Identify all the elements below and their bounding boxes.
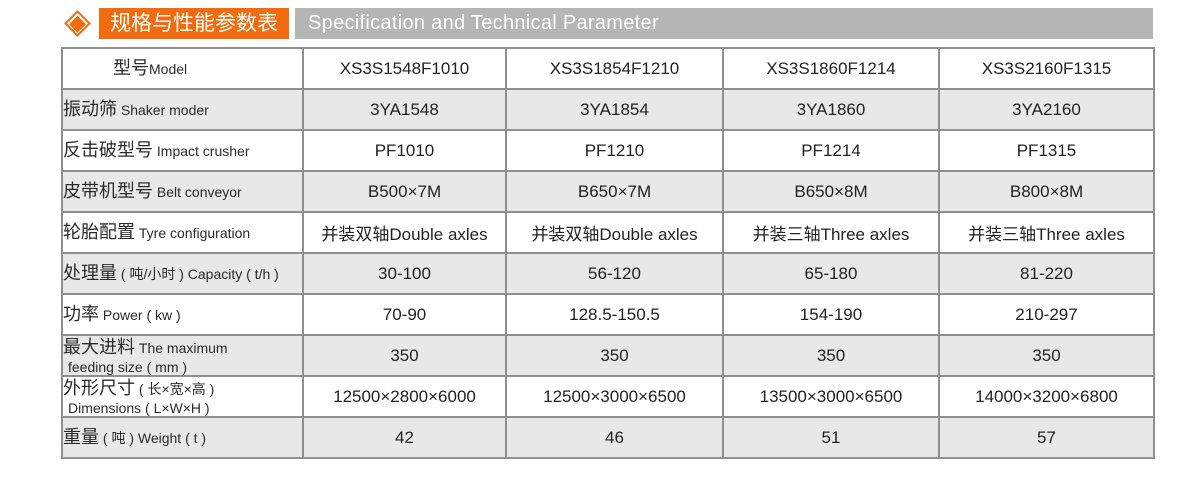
row-label: 皮带机型号 Belt conveyor [61, 170, 304, 213]
spec-cell: 128.5-150.5 [505, 293, 724, 336]
row-label: 轮胎配置 Tyre configuration [61, 211, 304, 254]
spec-cell: B650×7M [505, 170, 724, 213]
row-label-en: ( 吨/小时 ) Capacity ( t/h ) [117, 265, 279, 282]
row-label-en: ( 长×宽×高 ) [135, 380, 215, 397]
spec-cell: 57 [938, 416, 1155, 459]
row-label-line2: feeding size ( mm ) [68, 358, 188, 375]
spec-cell: B650×8M [722, 170, 940, 213]
spec-cell: 13500×3000×6500 [722, 375, 940, 418]
row-label: 处理量 ( 吨/小时 ) Capacity ( t/h ) [61, 252, 304, 295]
row-label-zh: 反击破型号 [63, 139, 153, 160]
row-label-en: Power ( kw ) [99, 306, 181, 323]
spec-cell: 12500×2800×6000 [302, 375, 507, 418]
diamond-icon-inner [69, 15, 86, 32]
row-label: 功率 Power ( kw ) [61, 293, 304, 336]
table-row: 重量 ( 吨 ) Weight ( t ) 42 46 51 57 [61, 416, 1155, 459]
row-label-zh: 型号 [113, 57, 149, 78]
spec-cell: B800×8M [938, 170, 1155, 213]
spec-cell: 3YA2160 [938, 88, 1155, 131]
spec-cell: 3YA1548 [302, 88, 507, 131]
row-label-zh: 重量 [63, 426, 99, 447]
section-title-zh: 规格与性能参数表 [99, 8, 289, 39]
spec-cell: 14000×3200×6800 [938, 375, 1155, 418]
table-row: 皮带机型号 Belt conveyor B500×7M B650×7M B650… [61, 170, 1155, 213]
row-label-zh: 轮胎配置 [63, 221, 135, 242]
section-header: 规格与性能参数表 Specification and Technical Par… [64, 8, 1153, 39]
spec-table-body: 型号Model XS3S1548F1010 XS3S1854F1210 XS3S… [61, 47, 1155, 459]
spec-cell: 3YA1860 [722, 88, 940, 131]
row-label-zh: 外形尺寸 [63, 377, 135, 398]
spec-cell: PF1315 [938, 129, 1155, 172]
spec-cell: 46 [505, 416, 724, 459]
row-label-zh: 皮带机型号 [63, 180, 153, 201]
row-label-en: The maximum [135, 339, 228, 356]
row-label: 重量 ( 吨 ) Weight ( t ) [61, 416, 304, 459]
spec-cell: 350 [722, 334, 940, 377]
row-label-en: Model [149, 60, 188, 77]
row-label-en: Tyre configuration [135, 224, 251, 241]
spec-cell: 350 [938, 334, 1155, 377]
row-label-zh: 振动筛 [63, 98, 117, 119]
spec-cell: 3YA1854 [505, 88, 724, 131]
table-row: 反击破型号 Impact crusher PF1010 PF1210 PF121… [61, 129, 1155, 172]
spec-cell: 并装三轴Three axles [938, 211, 1155, 254]
spec-cell: PF1214 [722, 129, 940, 172]
table-row: 型号Model XS3S1548F1010 XS3S1854F1210 XS3S… [61, 47, 1155, 90]
spec-cell: XS3S1548F1010 [302, 47, 507, 90]
row-label-en: Belt conveyor [153, 183, 242, 200]
spec-cell: 42 [302, 416, 507, 459]
diamond-icon [64, 10, 91, 37]
table-row: 外形尺寸 ( 长×宽×高 ) Dimensions ( L×W×H ) 1250… [61, 375, 1155, 418]
spec-cell: 81-220 [938, 252, 1155, 295]
table-row: 振动筛 Shaker moder 3YA1548 3YA1854 3YA1860… [61, 88, 1155, 131]
row-label-en: ( 吨 ) Weight ( t ) [99, 429, 207, 446]
spec-cell: 65-180 [722, 252, 940, 295]
spec-cell: 并装双轴Double axles [302, 211, 507, 254]
spec-table: 型号Model XS3S1548F1010 XS3S1854F1210 XS3S… [61, 47, 1155, 459]
spec-cell: XS3S1860F1214 [722, 47, 940, 90]
spec-cell: 51 [722, 416, 940, 459]
row-label: 振动筛 Shaker moder [61, 88, 304, 131]
row-label: 最大进料 The maximum feeding size ( mm ) [61, 334, 304, 377]
row-label-zh: 处理量 [63, 262, 117, 283]
spec-cell: 30-100 [302, 252, 507, 295]
row-label-zh: 功率 [63, 303, 99, 324]
row-label: 反击破型号 Impact crusher [61, 129, 304, 172]
spec-cell: 并装三轴Three axles [722, 211, 940, 254]
row-label-en: Impact crusher [153, 142, 250, 159]
spec-cell: 210-297 [938, 293, 1155, 336]
spec-cell: 56-120 [505, 252, 724, 295]
table-row: 最大进料 The maximum feeding size ( mm ) 350… [61, 334, 1155, 377]
spec-cell: 并装双轴Double axles [505, 211, 724, 254]
row-label: 型号Model [61, 47, 304, 90]
section-title-en: Specification and Technical Parameter [295, 8, 1153, 39]
row-label-en: Shaker moder [117, 101, 209, 118]
spec-cell: 12500×3000×6500 [505, 375, 724, 418]
row-label-zh: 最大进料 [63, 336, 135, 357]
spec-cell: XS3S2160F1315 [938, 47, 1155, 90]
spec-cell: B500×7M [302, 170, 507, 213]
row-label: 外形尺寸 ( 长×宽×高 ) Dimensions ( L×W×H ) [61, 375, 304, 418]
spec-cell: 154-190 [722, 293, 940, 336]
spec-cell: PF1210 [505, 129, 724, 172]
spec-cell: PF1010 [302, 129, 507, 172]
spec-cell: 350 [505, 334, 724, 377]
spec-cell: 350 [302, 334, 507, 377]
table-row: 功率 Power ( kw ) 70-90 128.5-150.5 154-19… [61, 293, 1155, 336]
spec-cell: 70-90 [302, 293, 507, 336]
row-label-line2: Dimensions ( L×W×H ) [68, 399, 210, 416]
table-row: 轮胎配置 Tyre configuration 并装双轴Double axles… [61, 211, 1155, 254]
table-row: 处理量 ( 吨/小时 ) Capacity ( t/h ) 30-100 56-… [61, 252, 1155, 295]
spec-cell: XS3S1854F1210 [505, 47, 724, 90]
